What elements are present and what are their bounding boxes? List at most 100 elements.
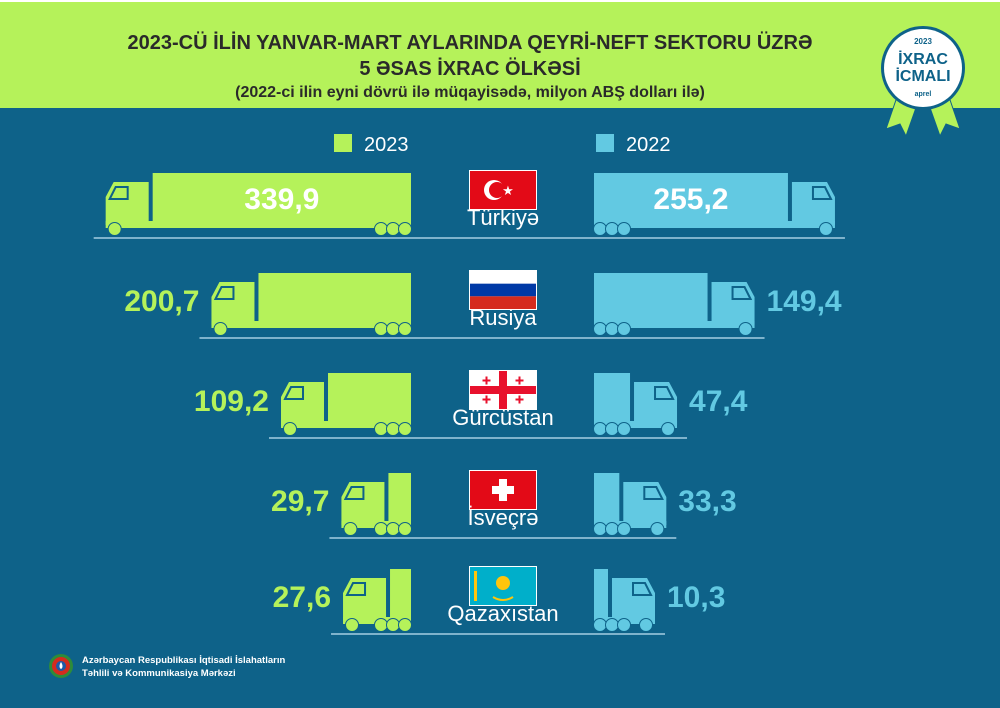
cab-window [283,386,305,400]
wheel [661,422,676,436]
container-bar [594,173,788,223]
turkey-flag: ★ [469,170,537,210]
row-2: Gürcüstan [452,370,554,430]
cab-window [632,582,653,596]
wheel [283,422,298,436]
wheel [605,222,619,236]
wheel [818,222,833,236]
cab-window [731,286,753,300]
wheel [374,522,388,536]
ixrac-icmali-badge: 2023 İXRAC İCMALI aprel [881,26,965,138]
wheel [374,618,388,632]
title-line1: 2023-CÜ İLİN YANVAR-MART AYLARINDA QEYRİ… [127,32,813,54]
country-label: Gürcüstan [452,405,554,430]
legend-label-2023: 2023 [364,134,409,156]
chassis [105,221,412,228]
wheel [374,422,388,436]
cab-window [654,386,675,400]
wheel [345,618,360,632]
legend-swatch-2023 [334,134,352,152]
title-line2: 5 ƏSAS İXRAC ÖLKƏSİ [359,58,581,80]
kazakhstan-flag [469,566,537,606]
truck-cab [105,182,149,225]
footer-line1: Azərbaycan Respublikası İqtisadi İslahat… [82,655,286,666]
subtitle: (2022-ci ilin eyni dövrü ilə müqayisədə,… [235,84,705,101]
legend-swatch-2022 [596,134,614,152]
truck-cab [634,382,678,425]
truck-2022: 255,2 [593,173,835,236]
value-label: 47,4 [689,385,748,418]
wheel [398,522,412,536]
truck-2023: 200,7 [124,273,412,336]
wheel [386,422,400,436]
wheel [374,322,388,336]
wheel [650,522,665,536]
wheel [398,222,412,236]
row-3: İsveçrə [468,470,539,530]
container-bar [390,569,411,619]
chassis [594,321,755,328]
value-label: 149,4 [767,285,842,318]
country-label: İsveçrə [468,505,539,530]
wheel [593,522,607,536]
value-label: 255,2 [653,183,728,216]
wheel [605,618,619,632]
row-4: Qazaxıstan [447,566,559,626]
cab-window [345,582,367,596]
container-bar [594,473,620,523]
wheel [617,522,631,536]
value-label: 10,3 [667,581,725,614]
svg-text:★: ★ [502,183,514,198]
wheel [213,322,228,336]
wheel [617,422,631,436]
footer: Azərbaycan Respublikası İqtisadi İslahat… [48,652,285,682]
wheel [386,322,400,336]
wheel [617,222,631,236]
truck-cab [711,282,755,325]
wheel [386,222,400,236]
wheel [343,522,358,536]
truck-cab [623,482,667,525]
wheel [107,222,122,236]
georgia-flag [469,370,537,410]
svg-text:İXRAC: İXRAC [898,50,948,68]
container-bar [594,569,608,619]
chassis [281,421,411,428]
russia-flag [469,270,537,310]
value-label: 29,7 [271,485,329,518]
container-bar [594,273,708,323]
wheel [605,322,619,336]
wheel [398,618,412,632]
wheel [639,618,653,632]
row-1: Rusiya [469,270,537,330]
truck-cab [281,382,325,425]
wheel [605,522,619,536]
chassis [594,221,835,228]
svg-text:2023: 2023 [914,37,932,46]
value-label: 33,3 [678,485,736,518]
country-label: Türkiyə [467,205,539,230]
wheel [398,322,412,336]
row-0: ★ Türkiyə [467,170,539,230]
cab-window [213,286,235,300]
value-label: 27,6 [273,581,331,614]
wheel [374,222,388,236]
wheel [386,618,400,632]
wheel [738,322,753,336]
truck-2023: 109,2 [194,373,412,436]
legend-label-2022: 2022 [626,134,671,156]
truck-2022: 33,3 [593,473,737,536]
footer-line2: Təhlili və Kommunikasiya Mərkəzi [82,668,236,679]
wheel [617,322,631,336]
container-bar [594,373,631,423]
truck-2023: 339,9 [105,173,412,236]
wheel [593,618,607,632]
wheel [386,522,400,536]
container-bar [152,173,411,223]
truck-2023: 29,7 [271,473,412,536]
truck-2022: 149,4 [593,273,842,336]
value-label: 339,9 [244,183,319,216]
value-label: 200,7 [124,285,199,318]
wheel [593,322,607,336]
